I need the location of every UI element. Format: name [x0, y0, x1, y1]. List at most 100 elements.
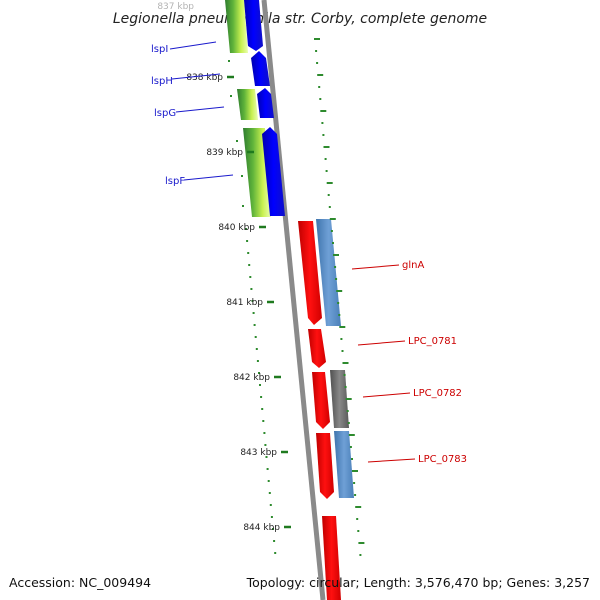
skew-dot: [348, 434, 355, 436]
skew-dot: [334, 266, 337, 268]
skew-dot: [317, 74, 324, 76]
gc-bar: [225, 0, 248, 53]
skew-dot: [319, 98, 322, 100]
skew-dot: [359, 554, 362, 556]
skew-dot: [337, 302, 340, 304]
skew-dot: [261, 408, 264, 410]
orf-LPC_0783: [334, 431, 354, 498]
gene-leader-line: [183, 174, 234, 181]
skew-dot: [236, 140, 238, 142]
skew-dot: [320, 110, 327, 112]
skew-dot: [349, 446, 352, 448]
skew-dot: [268, 492, 271, 494]
skew-dot: [260, 396, 263, 398]
skew-dot: [228, 60, 230, 62]
gene-label-layer: lspI lspH lspG lspF glnA LPC_0781 LPC_0782 LPC_…: [151, 41, 467, 465]
skew-dot: [246, 240, 249, 242]
reverse-cds-track: [298, 221, 341, 600]
gene-leader-line: [357, 340, 406, 346]
skew-dot: [318, 86, 321, 88]
skew-dot: [356, 518, 359, 520]
tick-label: 843 kbp: [240, 448, 277, 458]
skew-dot: [358, 542, 365, 544]
skew-dot: [321, 122, 324, 124]
skew-dot: [355, 506, 362, 508]
cds-lspH: [251, 51, 270, 86]
skew-dot: [351, 458, 353, 460]
cds-glnA-red: [298, 221, 322, 325]
tick-label: 842 kbp: [233, 373, 270, 383]
skew-dot: [264, 444, 267, 446]
skew-dot: [316, 62, 319, 64]
cds-LPC_0783-red: [316, 433, 334, 499]
skew-dot: [344, 386, 347, 388]
gc-bar: [237, 89, 258, 120]
tick-label: 841 kbp: [226, 298, 263, 308]
gene-leader-line: [169, 41, 217, 50]
skew-dot: [252, 312, 255, 314]
skew-dot: [357, 530, 360, 532]
skew-dot: [341, 350, 344, 352]
skew-dot: [352, 470, 358, 472]
tick-label: 839 kbp: [206, 148, 243, 158]
gene-label-LPC_0783: LPC_0783: [418, 454, 467, 465]
tick-label: 838 kbp: [186, 73, 223, 83]
skew-dot: [335, 278, 338, 280]
skew-dot: [230, 95, 232, 97]
skew-dot: [253, 324, 256, 326]
skew-dot: [262, 420, 265, 422]
orf-LPC_0782: [330, 370, 349, 428]
cds-lspF: [262, 127, 285, 216]
orf-track: [316, 219, 354, 498]
skew-dot: [327, 194, 330, 196]
skew-dot: [241, 175, 243, 177]
skew-dot: [353, 482, 356, 484]
cds-lspI: [244, 0, 263, 51]
skew-dot: [315, 50, 318, 52]
skew-dot: [258, 372, 260, 374]
gene-label-lspH: lspH: [151, 76, 173, 87]
gene-label-glnA: glnA: [402, 260, 424, 271]
cds-LPC_0782-red: [312, 372, 330, 429]
skew-dot: [354, 494, 357, 496]
skew-dot: [328, 206, 331, 208]
skew-dot: [248, 264, 251, 266]
skew-dot: [254, 336, 257, 338]
skew-dot: [245, 228, 247, 230]
skew-dot: [322, 134, 325, 136]
skew-dot: [249, 276, 252, 278]
genome-backbone: [261, 0, 326, 600]
accession-text: Accession: NC_009494: [9, 575, 152, 590]
skew-dot: [343, 374, 346, 376]
skew-dot: [242, 205, 244, 207]
skew-dot: [270, 516, 273, 518]
tick-label: 840 kbp: [218, 223, 255, 233]
skew-dot: [255, 348, 258, 350]
skew-dot: [326, 182, 333, 184]
skew-dot: [324, 158, 327, 160]
skew-dot: [256, 360, 259, 362]
skew-dot: [339, 326, 346, 328]
skew-dot: [314, 38, 320, 40]
skew-dot: [340, 338, 343, 340]
forward-cds-track: [244, 0, 285, 216]
cds-next-red: [322, 516, 341, 600]
skew-dot: [267, 480, 270, 482]
gene-label-lspG: lspG: [154, 108, 176, 119]
skew-dot: [338, 314, 341, 316]
gene-label-LPC_0781: LPC_0781: [408, 336, 457, 347]
skew-dot: [265, 456, 268, 458]
skew-dot: [273, 540, 276, 542]
skew-dot: [250, 288, 253, 290]
cds-lspG: [257, 88, 274, 118]
topology-text: Topology: circular; Length: 3,576,470 bp…: [246, 575, 590, 590]
skew-dot: [259, 384, 261, 386]
gene-leader-line: [367, 458, 416, 463]
skew-dot: [346, 410, 349, 412]
gc-skew-dots-left: [228, 60, 277, 554]
gene-label-LPC_0782: LPC_0782: [413, 388, 462, 399]
cds-LPC_0781-red: [308, 329, 326, 368]
orf-glnA: [316, 219, 341, 326]
tick-label: 844 kbp: [243, 523, 280, 533]
